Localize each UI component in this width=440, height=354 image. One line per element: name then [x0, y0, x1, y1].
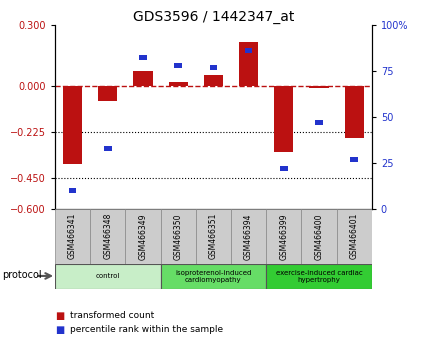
Text: percentile rank within the sample: percentile rank within the sample: [70, 325, 223, 335]
Bar: [204, 75, 223, 86]
Bar: [266, 264, 372, 289]
Text: GSM466350: GSM466350: [174, 213, 183, 259]
Bar: [161, 264, 266, 289]
Bar: [104, 145, 112, 150]
Bar: [125, 209, 161, 264]
Text: GSM466394: GSM466394: [244, 213, 253, 259]
Bar: [63, 86, 82, 164]
Bar: [98, 86, 117, 102]
Bar: [315, 120, 323, 125]
Bar: [209, 65, 217, 70]
Text: GSM466400: GSM466400: [315, 213, 323, 259]
Text: isoproterenol-induced
cardiomyopathy: isoproterenol-induced cardiomyopathy: [175, 270, 252, 282]
Title: GDS3596 / 1442347_at: GDS3596 / 1442347_at: [133, 10, 294, 24]
Text: ■: ■: [55, 325, 64, 335]
Text: transformed count: transformed count: [70, 311, 154, 320]
Bar: [337, 209, 372, 264]
Text: GSM466401: GSM466401: [350, 213, 359, 259]
Bar: [301, 209, 337, 264]
Text: GSM466351: GSM466351: [209, 213, 218, 259]
Bar: [309, 86, 329, 88]
Text: control: control: [95, 273, 120, 279]
Bar: [174, 63, 182, 68]
Bar: [90, 209, 125, 264]
Bar: [280, 166, 288, 171]
Text: protocol: protocol: [2, 270, 42, 280]
Bar: [245, 48, 253, 53]
Bar: [239, 42, 258, 86]
Bar: [274, 86, 293, 152]
Bar: [161, 209, 196, 264]
Bar: [196, 209, 231, 264]
Bar: [350, 157, 358, 162]
Bar: [139, 56, 147, 61]
Bar: [169, 82, 188, 86]
Bar: [345, 86, 364, 138]
Text: GSM466349: GSM466349: [139, 213, 147, 259]
Bar: [69, 188, 77, 193]
Text: GSM466341: GSM466341: [68, 213, 77, 259]
Text: exercise-induced cardiac
hypertrophy: exercise-induced cardiac hypertrophy: [275, 270, 363, 282]
Text: ■: ■: [55, 311, 64, 321]
Bar: [231, 209, 266, 264]
Text: GSM466399: GSM466399: [279, 213, 288, 259]
Bar: [266, 209, 301, 264]
Text: GSM466348: GSM466348: [103, 213, 112, 259]
Bar: [133, 71, 153, 86]
Bar: [55, 209, 90, 264]
Bar: [55, 264, 161, 289]
